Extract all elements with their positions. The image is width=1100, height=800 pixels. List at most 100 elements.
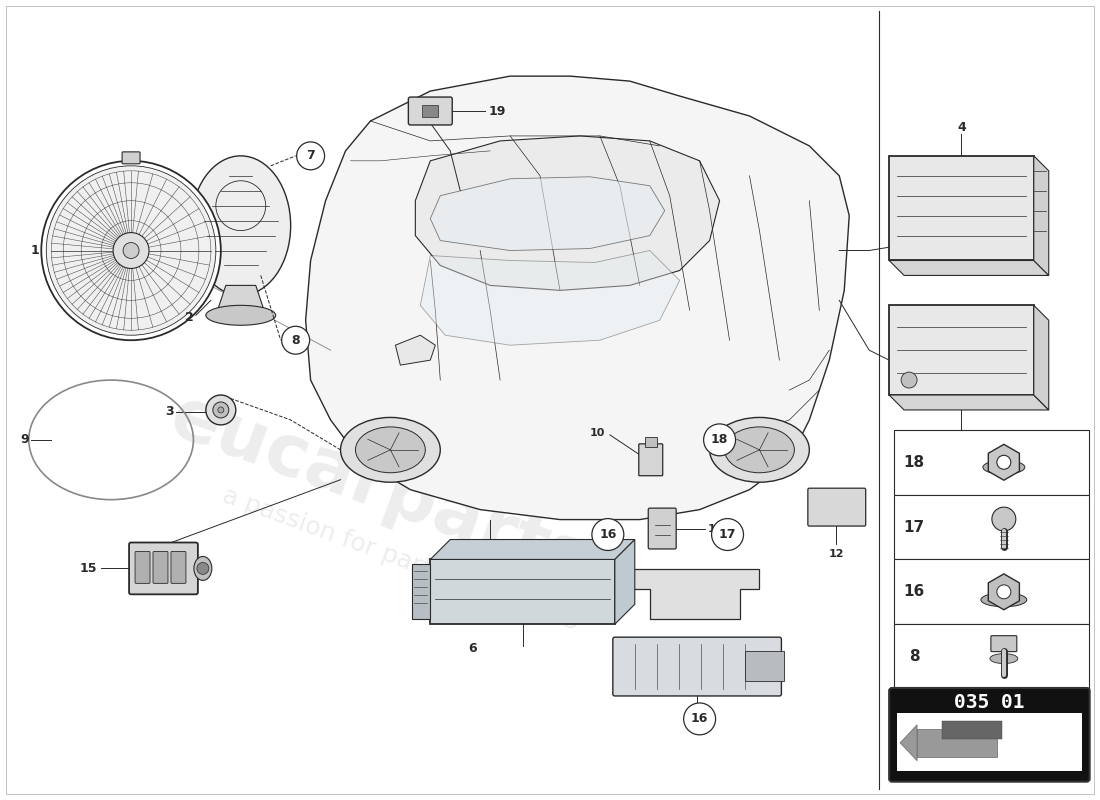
Ellipse shape <box>206 306 276 326</box>
Text: 16: 16 <box>903 584 925 599</box>
Ellipse shape <box>191 156 290 295</box>
FancyBboxPatch shape <box>613 637 781 696</box>
Polygon shape <box>216 286 266 315</box>
Text: 3: 3 <box>165 406 174 418</box>
Ellipse shape <box>355 427 426 473</box>
FancyBboxPatch shape <box>807 488 866 526</box>
Polygon shape <box>395 335 436 365</box>
Ellipse shape <box>194 557 212 580</box>
Text: 1: 1 <box>31 244 40 257</box>
Circle shape <box>712 518 744 550</box>
Ellipse shape <box>981 593 1026 606</box>
Circle shape <box>113 233 148 269</box>
Polygon shape <box>430 177 664 250</box>
Text: 18: 18 <box>903 454 925 470</box>
Text: a passion for parts since 1985: a passion for parts since 1985 <box>219 483 582 635</box>
Circle shape <box>992 507 1015 531</box>
FancyBboxPatch shape <box>153 551 168 583</box>
FancyBboxPatch shape <box>889 688 1090 782</box>
Text: 6: 6 <box>469 642 477 655</box>
Text: 16: 16 <box>600 528 616 541</box>
Polygon shape <box>416 136 719 290</box>
FancyBboxPatch shape <box>408 97 452 125</box>
Ellipse shape <box>983 460 1025 474</box>
Polygon shape <box>615 539 635 624</box>
Polygon shape <box>420 250 680 345</box>
Text: 8: 8 <box>909 649 920 664</box>
Bar <box>894 559 1089 624</box>
Text: 035 01: 035 01 <box>954 694 1024 713</box>
Text: 15: 15 <box>79 562 97 575</box>
Text: 2: 2 <box>185 310 194 324</box>
Polygon shape <box>889 395 1048 410</box>
Bar <box>894 624 1089 689</box>
Text: 10: 10 <box>590 428 605 438</box>
FancyBboxPatch shape <box>170 551 186 583</box>
Text: 17: 17 <box>903 519 925 534</box>
Circle shape <box>592 518 624 550</box>
Polygon shape <box>900 725 917 761</box>
Circle shape <box>46 166 216 335</box>
Bar <box>917 729 997 757</box>
Circle shape <box>704 424 736 456</box>
Text: 5: 5 <box>957 430 966 443</box>
Circle shape <box>42 161 221 340</box>
FancyBboxPatch shape <box>639 444 662 476</box>
Polygon shape <box>1034 306 1048 410</box>
Circle shape <box>218 407 223 413</box>
Text: 7: 7 <box>306 150 315 162</box>
Ellipse shape <box>341 418 440 482</box>
FancyBboxPatch shape <box>991 636 1016 652</box>
Ellipse shape <box>725 427 794 473</box>
Bar <box>645 437 657 447</box>
Bar <box>422 105 438 117</box>
Circle shape <box>213 402 229 418</box>
Text: 4: 4 <box>957 122 966 134</box>
Circle shape <box>206 395 235 425</box>
Ellipse shape <box>990 654 1018 663</box>
FancyBboxPatch shape <box>122 152 140 164</box>
Text: 9: 9 <box>21 434 30 446</box>
Circle shape <box>993 698 1015 720</box>
Text: 17: 17 <box>718 528 736 541</box>
Bar <box>898 713 1081 770</box>
Polygon shape <box>1034 156 1048 275</box>
Circle shape <box>282 326 309 354</box>
Text: 18: 18 <box>711 434 728 446</box>
Bar <box>889 156 1034 261</box>
Bar <box>412 565 430 619</box>
Polygon shape <box>988 574 1020 610</box>
Bar <box>430 559 615 624</box>
Bar <box>942 721 1002 739</box>
Polygon shape <box>889 261 1048 275</box>
Text: 14: 14 <box>574 584 590 594</box>
Circle shape <box>123 242 139 258</box>
Text: 19: 19 <box>488 105 506 118</box>
Polygon shape <box>306 76 849 519</box>
Bar <box>894 689 1089 754</box>
Circle shape <box>297 142 324 170</box>
FancyBboxPatch shape <box>648 508 676 549</box>
Circle shape <box>901 372 917 388</box>
Circle shape <box>684 703 716 735</box>
Text: 13: 13 <box>689 719 704 729</box>
Bar <box>894 494 1089 559</box>
Polygon shape <box>988 444 1020 480</box>
Text: 11: 11 <box>707 523 723 534</box>
Text: eucarparts: eucarparts <box>162 382 600 598</box>
Text: 7: 7 <box>909 714 920 729</box>
Text: 12: 12 <box>828 550 844 559</box>
Bar <box>745 651 784 681</box>
Polygon shape <box>619 570 759 619</box>
Text: 8: 8 <box>292 334 300 346</box>
Text: 16: 16 <box>691 712 708 726</box>
Polygon shape <box>430 539 635 559</box>
FancyBboxPatch shape <box>135 551 150 583</box>
Ellipse shape <box>710 418 810 482</box>
Circle shape <box>197 562 209 574</box>
Circle shape <box>997 585 1011 599</box>
Bar <box>894 430 1089 494</box>
FancyBboxPatch shape <box>129 542 198 594</box>
Circle shape <box>997 455 1011 470</box>
Bar <box>889 306 1034 395</box>
